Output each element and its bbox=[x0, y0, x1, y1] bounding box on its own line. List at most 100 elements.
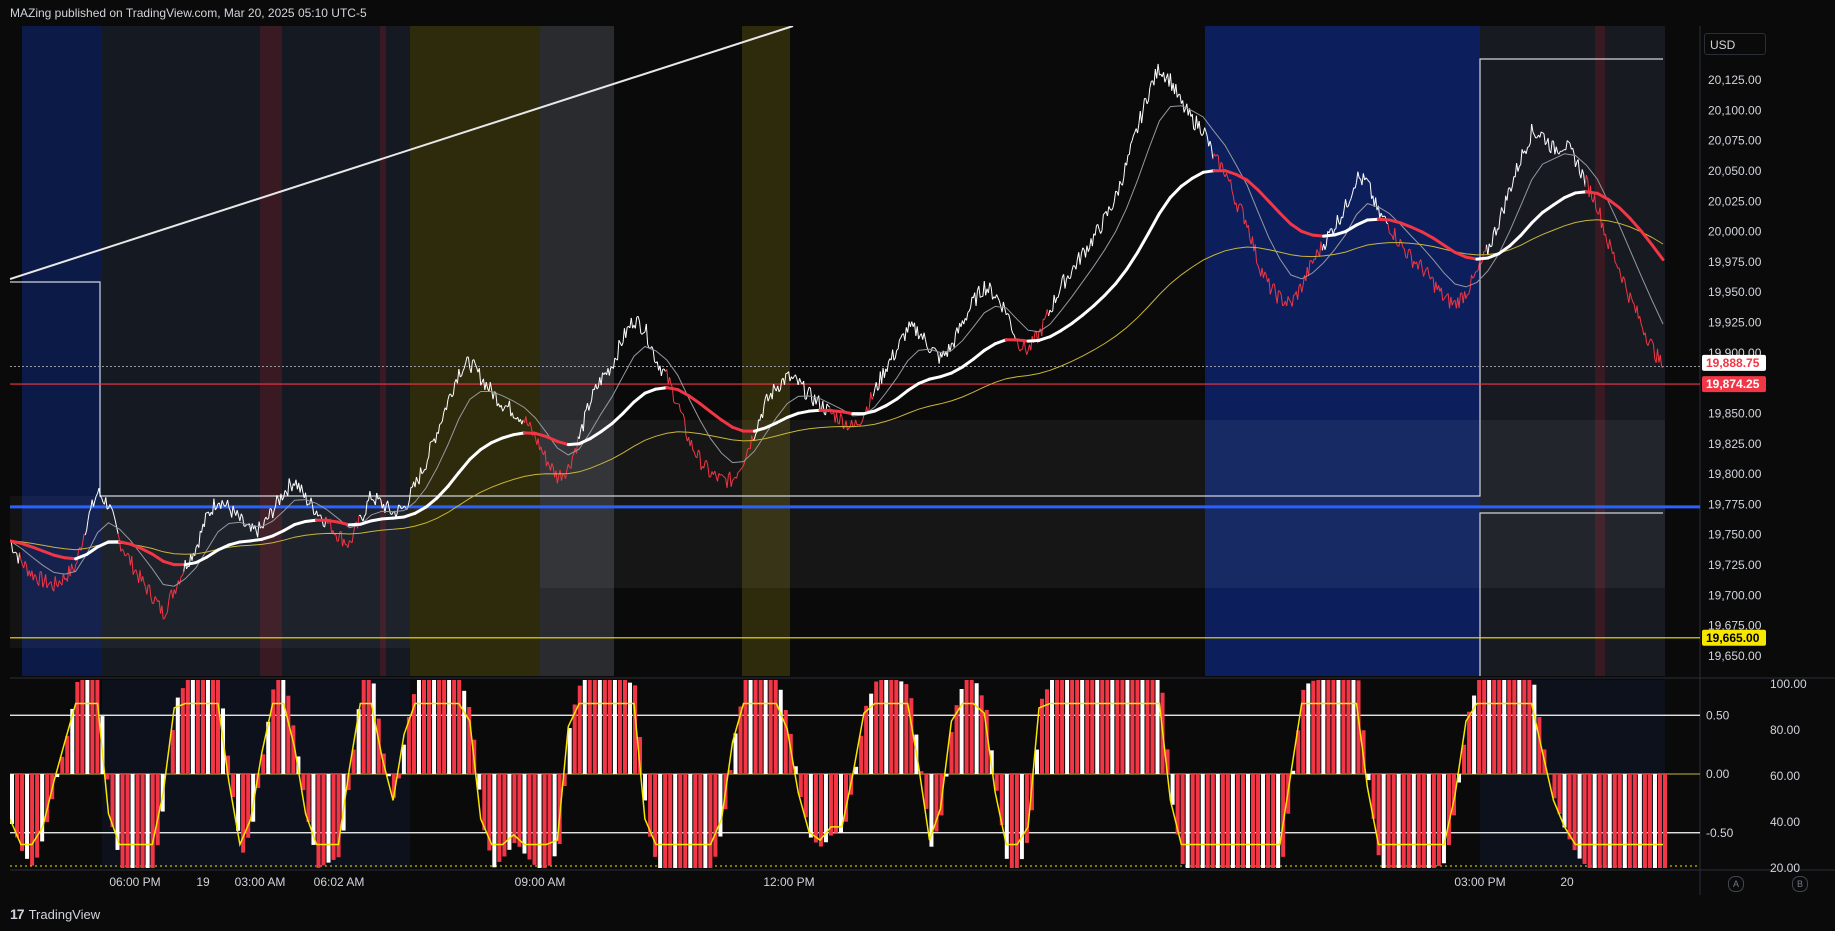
price-segment bbox=[681, 412, 684, 415]
price-segment bbox=[13, 551, 16, 554]
osc-bar bbox=[1050, 680, 1055, 774]
osc-bar bbox=[1647, 774, 1652, 868]
price-segment bbox=[670, 384, 673, 388]
osc-bar bbox=[1245, 774, 1250, 868]
osc-bar bbox=[437, 680, 442, 774]
price-segment bbox=[232, 505, 235, 512]
price-segment bbox=[1271, 283, 1274, 290]
mid-average-segment bbox=[1344, 223, 1358, 234]
session-zone-red bbox=[260, 26, 282, 676]
mid-average-segment bbox=[413, 505, 428, 515]
osc-bar bbox=[341, 774, 346, 831]
osc-tick-label: 0.50 bbox=[1706, 708, 1730, 722]
osc-bar bbox=[25, 774, 30, 859]
osc-bar bbox=[135, 774, 140, 868]
osc-bar bbox=[1587, 774, 1592, 868]
mid-average-segment bbox=[30, 545, 45, 553]
mid-average-segment bbox=[238, 539, 253, 544]
price-segment bbox=[1242, 208, 1245, 225]
price-segment bbox=[1097, 224, 1100, 230]
mid-average-segment bbox=[194, 555, 209, 565]
osc-bar bbox=[522, 774, 527, 854]
price-segment bbox=[502, 408, 505, 412]
mid-average-segment bbox=[1322, 233, 1337, 238]
osc-bar bbox=[1492, 680, 1497, 774]
price-segment bbox=[186, 565, 189, 570]
price-segment bbox=[1585, 174, 1589, 180]
osc-bar bbox=[1019, 774, 1024, 860]
price-segment bbox=[1156, 63, 1159, 79]
osc-bar bbox=[155, 774, 160, 846]
session-zone-gray bbox=[102, 26, 410, 676]
mid-average-segment bbox=[490, 436, 505, 445]
osc-bar bbox=[602, 680, 607, 774]
price-segment bbox=[1278, 290, 1281, 292]
price-segment bbox=[970, 296, 973, 308]
price-segment bbox=[1206, 136, 1210, 147]
auto-scale-button[interactable]: A bbox=[1728, 876, 1744, 892]
osc-bar bbox=[1642, 774, 1647, 868]
price-segment bbox=[1212, 153, 1215, 160]
price-segment bbox=[914, 322, 917, 336]
currency-selector[interactable]: USD bbox=[1704, 33, 1766, 55]
price-segment bbox=[1273, 283, 1277, 295]
osc-bar bbox=[80, 680, 85, 774]
price-segment bbox=[730, 480, 733, 487]
price-segment bbox=[467, 357, 471, 369]
price-segment bbox=[1511, 176, 1515, 186]
price-segment bbox=[1351, 187, 1355, 194]
mid-average-segment bbox=[85, 545, 100, 556]
osc-bar bbox=[1125, 680, 1130, 774]
mid-average-segment bbox=[391, 515, 406, 520]
osc-bar bbox=[617, 680, 622, 774]
price-segment bbox=[1019, 348, 1022, 352]
price-segment bbox=[567, 464, 571, 468]
price-segment bbox=[1528, 143, 1531, 147]
price-segment bbox=[794, 374, 798, 379]
mid-average-segment bbox=[150, 552, 165, 563]
price-segment bbox=[1251, 236, 1255, 252]
price-segment bbox=[799, 378, 802, 383]
price-segment bbox=[1428, 274, 1431, 280]
osc-bar bbox=[120, 774, 125, 868]
mid-average-segment bbox=[785, 411, 800, 419]
price-segment bbox=[101, 497, 104, 503]
price-segment bbox=[1529, 123, 1533, 144]
osc-bar bbox=[668, 774, 673, 868]
price-segment bbox=[284, 490, 287, 493]
price-segment bbox=[1305, 267, 1308, 281]
price-segment bbox=[90, 499, 93, 509]
price-segment bbox=[1625, 287, 1628, 295]
osc-bar bbox=[396, 774, 401, 779]
log-scale-button[interactable]: B bbox=[1792, 876, 1808, 892]
osc-percent-label: 80.00 bbox=[1770, 723, 1800, 737]
price-segment bbox=[1388, 232, 1392, 235]
mid-average-segment bbox=[1562, 191, 1577, 200]
price-segment bbox=[556, 476, 560, 484]
price-segment bbox=[745, 449, 749, 457]
price-segment bbox=[376, 492, 379, 500]
osc-bar bbox=[678, 774, 683, 868]
price-segment bbox=[146, 584, 149, 595]
osc-bar bbox=[587, 680, 592, 774]
price-segment bbox=[1238, 203, 1241, 206]
price-segment bbox=[1346, 205, 1349, 208]
osc-bar bbox=[95, 680, 100, 774]
osc-bar bbox=[1366, 774, 1371, 781]
osc-bar bbox=[316, 774, 321, 868]
price-segment bbox=[23, 561, 26, 569]
mid-average-segment bbox=[555, 439, 570, 447]
price-segment bbox=[1624, 279, 1627, 289]
price-segment bbox=[719, 474, 722, 476]
price-segment bbox=[1465, 294, 1468, 299]
price-segment bbox=[845, 420, 848, 431]
price-segment bbox=[934, 347, 937, 351]
price-segment bbox=[320, 514, 323, 520]
price-segment bbox=[1605, 233, 1608, 243]
price-segment bbox=[1629, 292, 1633, 299]
step-level-lower bbox=[1479, 512, 1663, 676]
price-labels: 19,888.75 19,874.25 19,665.00 bbox=[1702, 354, 1766, 646]
price-segment bbox=[1554, 146, 1557, 155]
price-segment bbox=[295, 479, 298, 490]
